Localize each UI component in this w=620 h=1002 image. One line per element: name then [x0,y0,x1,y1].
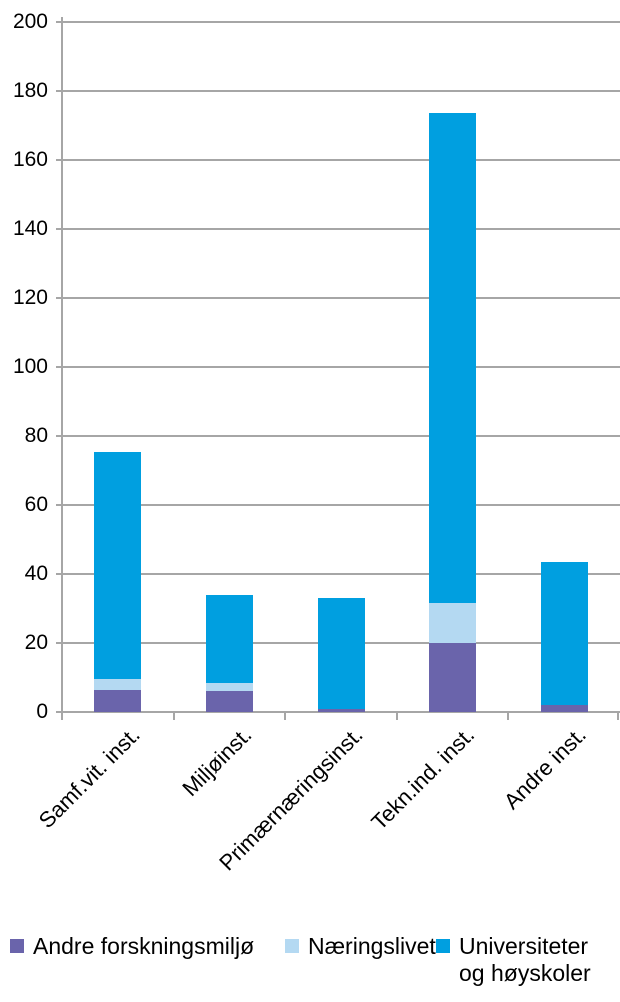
y-tick-label: 40 [24,562,48,585]
x-axis-tick [172,712,175,720]
bar-segment [317,598,365,709]
y-axis-tick [56,504,62,506]
legend-label: Andre forskningsmiljø [33,933,255,959]
legend-label: Universiteter og høyskoler [459,933,591,986]
y-axis-tick [56,90,62,92]
x-axis-label: Andre inst. [498,722,591,815]
y-gridline [62,504,620,506]
y-gridline [62,228,620,230]
bar-segment [205,594,253,683]
bar-segment [94,689,142,712]
y-axis-tick [56,573,62,575]
legend-item: Andre forskningsmiljø [10,933,254,960]
y-gridline [62,573,620,575]
bar-segment [317,708,365,712]
legend-item: Næringslivet [285,933,436,960]
y-axis-tick [56,228,62,230]
x-axis-line [56,711,620,713]
bar-segment [540,561,588,706]
y-gridline [62,90,620,92]
y-tick-label: 140 [12,217,48,240]
y-tick-label: 60 [24,493,48,516]
y-axis-tick [56,21,62,23]
y-axis-tick [56,159,62,161]
y-gridline [62,21,620,23]
y-tick-label: 120 [12,286,48,309]
legend-swatch [10,939,24,953]
legend-item: Universiteter og høyskoler [436,933,591,987]
y-gridline [62,366,620,368]
bar-segment [205,682,253,692]
x-axis-tick [617,712,619,720]
y-axis-tick [56,435,62,437]
bar-segment [94,679,142,690]
y-gridline [62,159,620,161]
y-tick-label: 20 [24,631,48,654]
bar-segment [205,691,253,712]
y-axis-tick [56,642,62,644]
y-tick-label: 80 [24,424,48,447]
x-axis-tick [61,712,63,720]
x-axis-label: Tekn.ind. inst. [366,722,480,835]
y-tick-label: 200 [12,10,48,33]
y-gridline [62,435,620,437]
y-gridline [62,297,620,299]
x-axis-tick [395,712,398,720]
y-axis-line [61,17,63,713]
bar-segment [540,705,588,712]
legend-swatch [436,939,450,953]
bar-segment [429,113,477,604]
bar-segment [94,451,142,680]
bar-segment [429,603,477,643]
x-axis-tick [507,712,510,720]
y-axis-tick [56,297,62,299]
x-axis-tick [284,712,287,720]
legend-swatch [285,939,299,953]
y-tick-label: 180 [12,79,48,102]
y-tick-label: 160 [12,148,48,171]
y-tick-label: 0 [36,700,48,723]
y-tick-label: 100 [12,355,48,378]
legend-label: Næringslivet [308,933,436,959]
x-axis-label: Miljøinst. [177,722,257,802]
y-axis-tick [56,366,62,368]
x-axis-label: Samf.vit. inst. [33,722,145,834]
bar-segment [429,643,477,712]
